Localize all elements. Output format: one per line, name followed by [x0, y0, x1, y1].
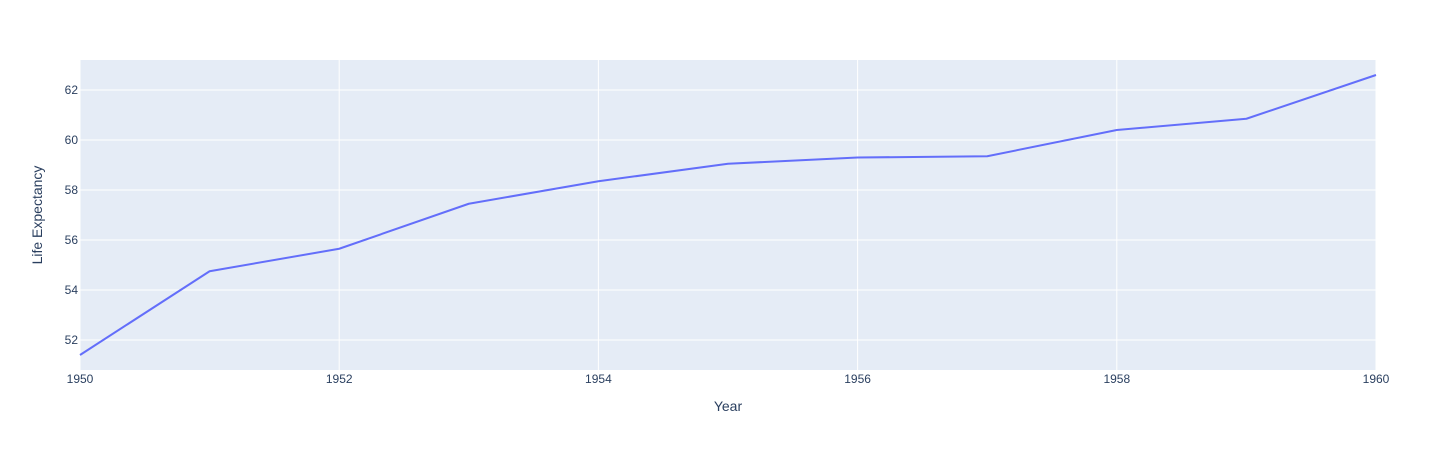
y-tick-labels: 52 54 56 58 60 62 [65, 83, 79, 347]
y-tick-label: 62 [65, 83, 79, 97]
y-tick-label: 56 [65, 233, 79, 247]
series-layer [79, 74, 1377, 356]
y-axis-title: Life Expectancy [29, 166, 45, 265]
y-tick-label: 52 [65, 333, 79, 347]
y-tick-label: 60 [65, 133, 79, 147]
x-tick-label: 1956 [844, 372, 871, 386]
x-tick-label: 1954 [585, 372, 612, 386]
gridlines [79, 60, 1377, 370]
y-tick-label: 58 [65, 183, 79, 197]
series-line [79, 74, 1377, 356]
x-tick-label: 1960 [1363, 372, 1390, 386]
x-tick-labels: 1950 1952 1954 1956 1958 1960 [67, 372, 1390, 386]
x-axis-title: Year [714, 398, 743, 414]
y-tick-label: 54 [65, 283, 79, 297]
x-tick-label: 1950 [67, 372, 94, 386]
plot-area [80, 60, 1376, 370]
x-tick-label: 1958 [1103, 372, 1130, 386]
x-tick-label: 1952 [326, 372, 353, 386]
